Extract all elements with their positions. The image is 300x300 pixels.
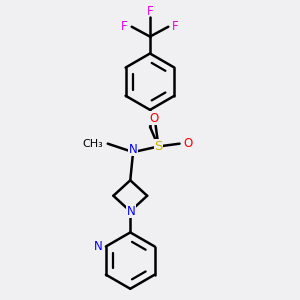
Text: F: F: [147, 5, 153, 18]
Text: F: F: [172, 20, 179, 33]
Text: N: N: [94, 240, 102, 253]
Text: S: S: [154, 140, 163, 153]
Text: O: O: [183, 137, 193, 150]
Text: N: N: [129, 143, 137, 156]
Text: CH₃: CH₃: [83, 139, 104, 149]
Text: N: N: [127, 205, 135, 218]
Text: F: F: [121, 20, 128, 33]
Text: O: O: [150, 112, 159, 125]
